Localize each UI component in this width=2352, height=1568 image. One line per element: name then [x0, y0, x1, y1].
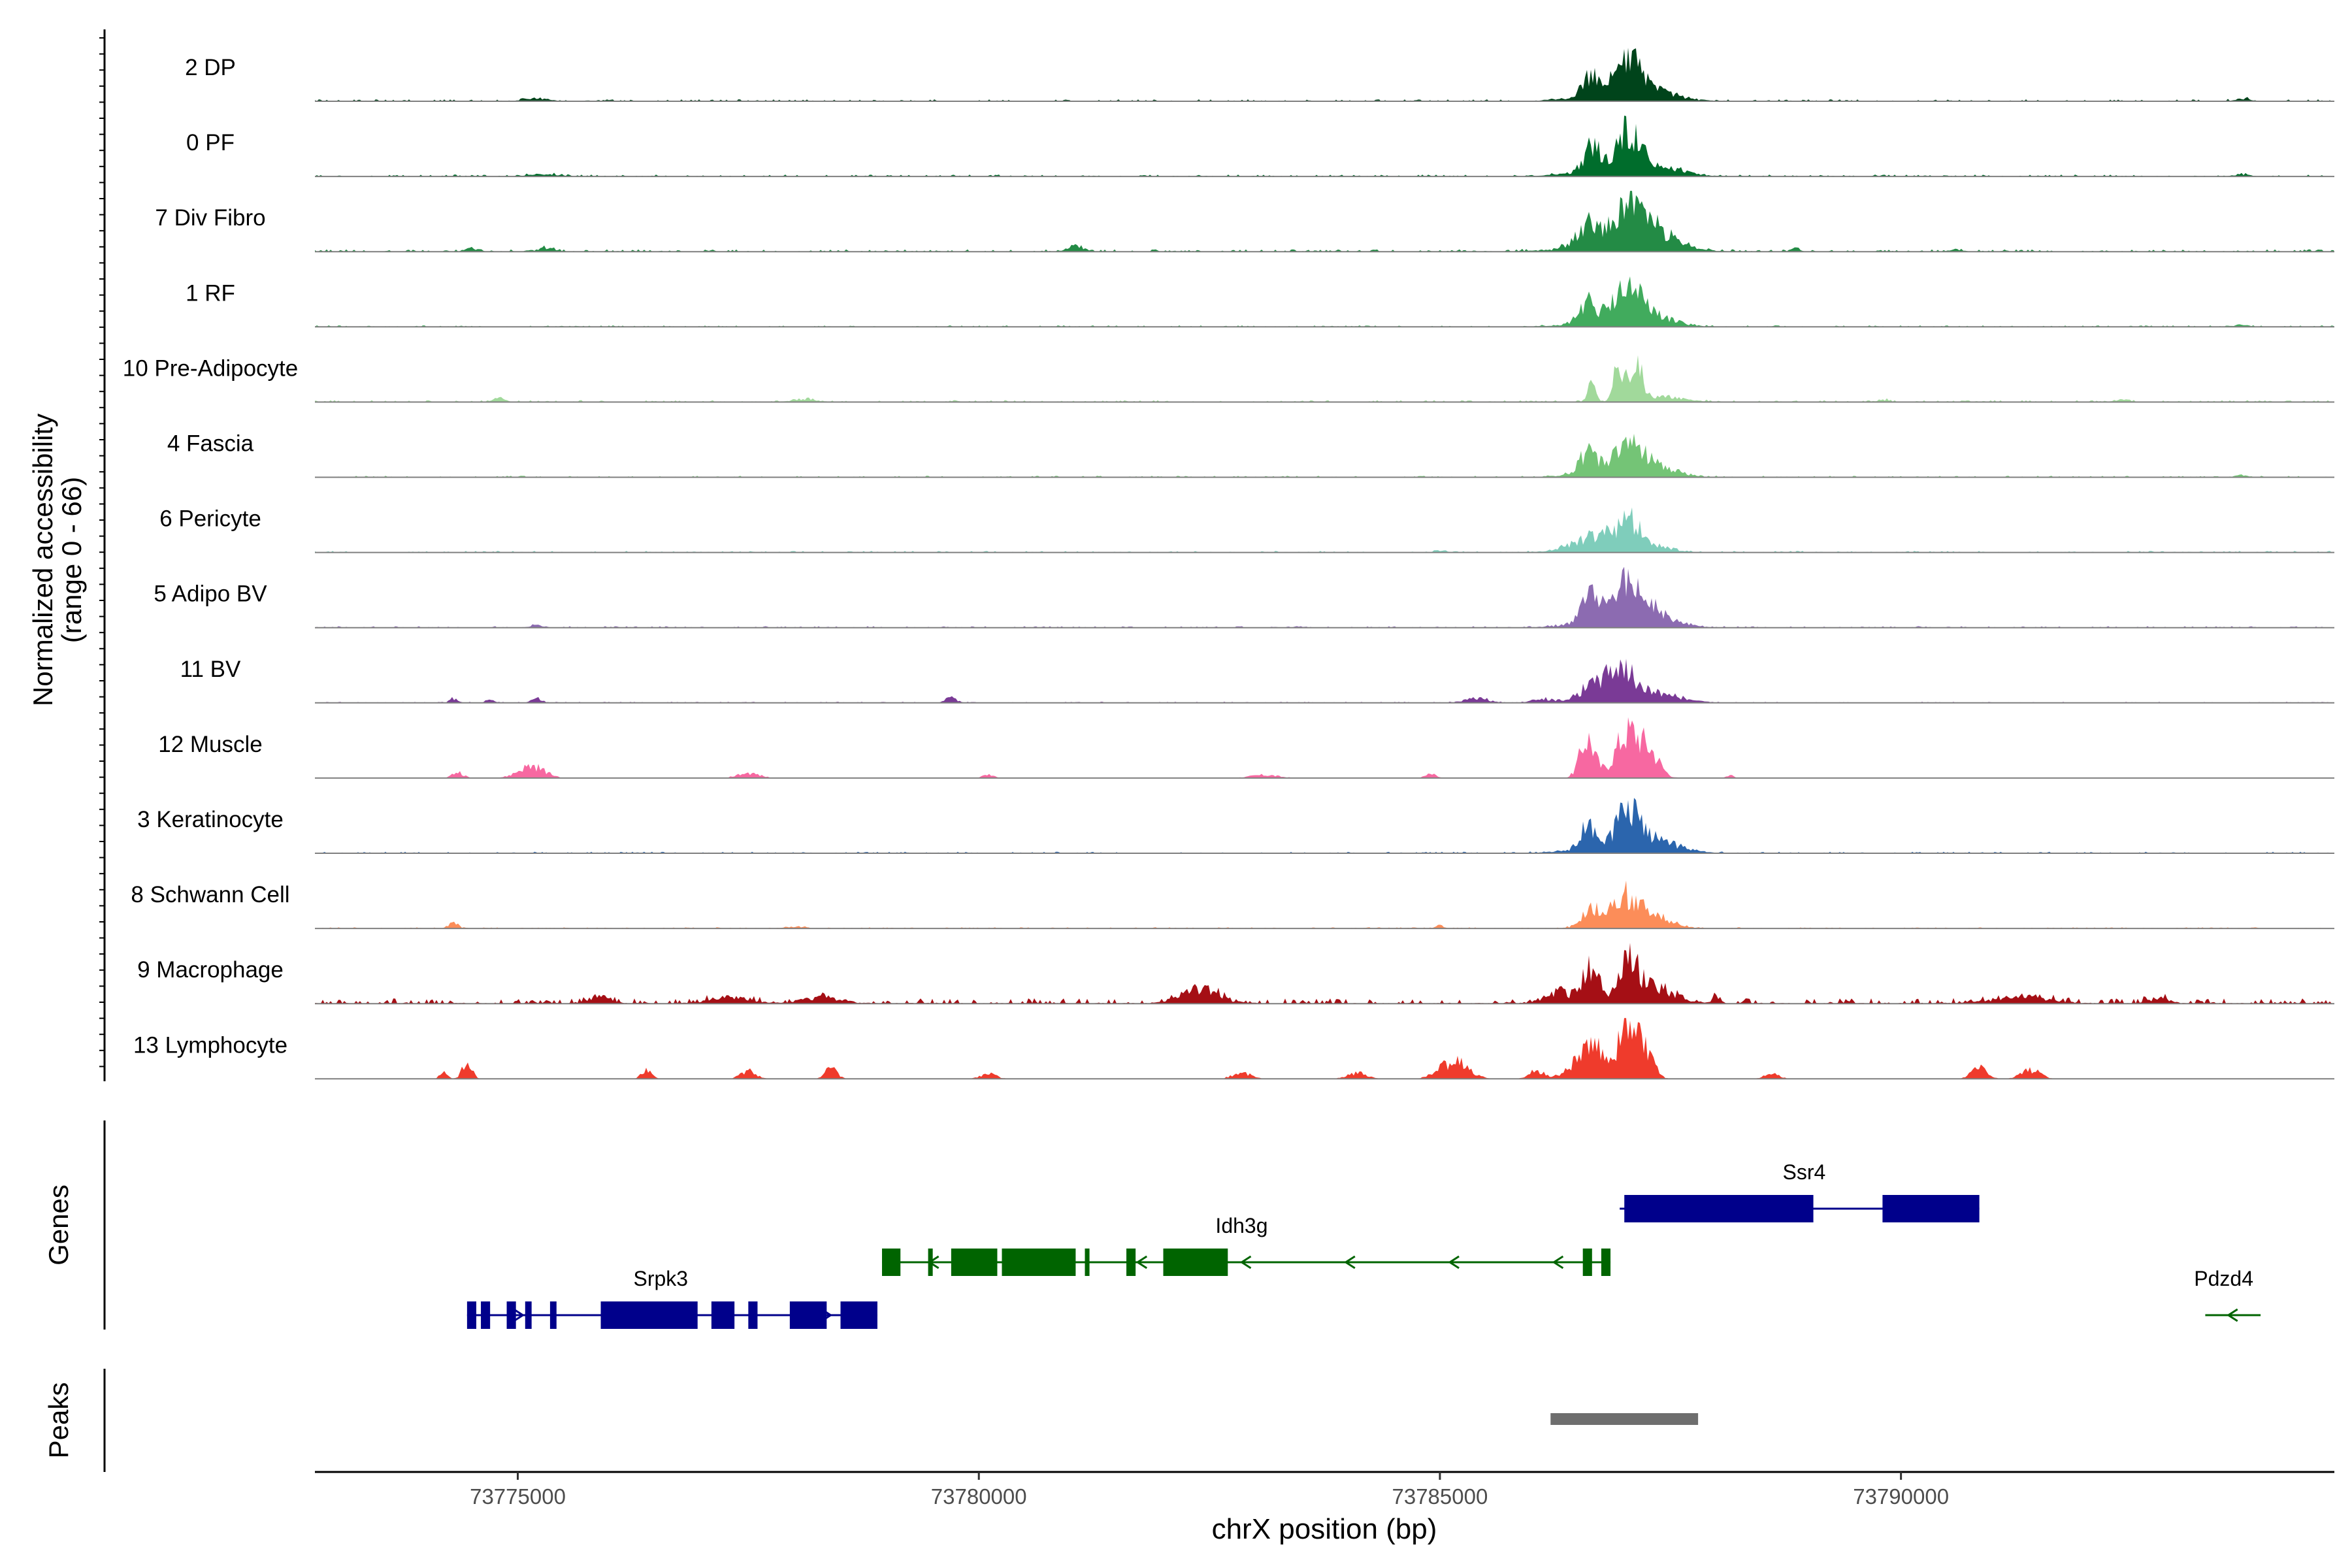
x-tick-label: 73790000	[1853, 1484, 1949, 1509]
gene-exon	[466, 1301, 476, 1329]
track-label: 10 Pre-Adipocyte	[123, 355, 298, 381]
track-label: 1 RF	[186, 280, 235, 306]
track-3-keratinocyte: 3 Keratinocyte	[137, 798, 2334, 854]
track-label: 12 Muscle	[158, 732, 263, 757]
peak-region	[1550, 1413, 1699, 1425]
gene-exon	[951, 1249, 998, 1276]
peak-track	[1550, 1413, 1699, 1425]
gene-label: Ssr4	[1783, 1160, 1826, 1184]
x-tick-label: 73780000	[931, 1484, 1027, 1509]
strand-arrow	[1135, 1255, 1148, 1269]
track-label: 0 PF	[186, 130, 235, 155]
gene-exon	[711, 1301, 735, 1329]
gene-ssr4: Ssr4	[1620, 1160, 1980, 1222]
gene-exon	[600, 1301, 698, 1329]
track-label: 7 Div Fibro	[155, 205, 265, 231]
track-label: 8 Schwann Cell	[131, 882, 289, 907]
strand-arrow	[1552, 1255, 1564, 1269]
track-7-div-fibro: 7 Div Fibro	[155, 191, 2334, 253]
track-10-pre-adipocyte: 10 Pre-Adipocyte	[123, 355, 2334, 403]
strand-arrow	[1448, 1255, 1460, 1269]
gene-label: Pdzd4	[2194, 1267, 2253, 1290]
track-2-dp: 2 DP	[185, 48, 2334, 102]
y-axis-title-line2: (range 0 - 66)	[56, 477, 87, 643]
gene-exon	[549, 1301, 557, 1329]
strand-arrow	[2226, 1308, 2238, 1322]
genes-panel-label: Genes	[43, 1184, 74, 1266]
x-tick-label: 73785000	[1392, 1484, 1488, 1509]
gene-exon	[748, 1301, 758, 1329]
track-5-adipo-bv: 5 Adipo BV	[154, 566, 2334, 629]
y-axis-title-line1: Normalized accessibility	[27, 414, 58, 706]
track-9-macrophage: 9 Macrophage	[137, 943, 2334, 1005]
gene-exon	[506, 1301, 516, 1329]
gene-exon	[1163, 1249, 1228, 1276]
strand-arrow	[1344, 1255, 1356, 1269]
gene-exon	[882, 1249, 901, 1276]
coverage-tracks: 2 DP 0 PF 7 Div Fibro 1 RF 10 Pre-Adipocyte 4…	[123, 48, 2334, 1080]
track-0-pf: 0 PF	[186, 116, 2334, 178]
track-label: 11 BV	[180, 657, 241, 682]
track-label: 13 Lymphocyte	[133, 1032, 287, 1058]
track-11-bv: 11 BV	[180, 657, 2334, 704]
gene-label: Srpk3	[633, 1267, 688, 1290]
gene-exon	[1882, 1195, 1980, 1222]
gene-exon	[481, 1301, 491, 1329]
track-label: 5 Adipo BV	[154, 581, 267, 607]
gene-exon	[525, 1301, 532, 1329]
track-label: 2 DP	[185, 55, 236, 80]
coverage-y-axis	[99, 29, 106, 1081]
gene-annotation-track: Srpk3 Idh3g Ssr4 Pdzd4	[466, 1160, 2261, 1329]
gene-exon	[789, 1301, 827, 1329]
strand-arrow	[513, 1308, 525, 1322]
track-label: 4 Fascia	[167, 431, 254, 457]
track-8-schwann-cell: 8 Schwann Cell	[131, 880, 2334, 930]
y-axis-title: Normalized accessibility (range 0 - 66)	[27, 414, 87, 706]
strand-arrow	[1239, 1255, 1252, 1269]
x-axis-title: chrX position (bp)	[1212, 1513, 1437, 1545]
peaks-panel-label: Peaks	[43, 1382, 74, 1459]
gene-exon	[1624, 1195, 1814, 1222]
gene-exon	[1085, 1249, 1090, 1276]
gene-exon	[1582, 1249, 1592, 1276]
track-4-fascia: 4 Fascia	[167, 431, 2334, 478]
gene-exon	[840, 1301, 877, 1329]
track-12-muscle: 12 Muscle	[158, 717, 2334, 779]
track-13-lymphocyte: 13 Lymphocyte	[133, 1018, 2334, 1080]
track-1-rf: 1 RF	[186, 276, 2334, 328]
track-label: 9 Macrophage	[137, 957, 284, 983]
gene-pdzd4: Pdzd4	[2194, 1267, 2261, 1322]
x-tick-label: 73775000	[470, 1484, 566, 1509]
gene-exon	[1002, 1249, 1076, 1276]
track-label: 3 Keratinocyte	[137, 807, 284, 832]
gene-srpk3: Srpk3	[466, 1267, 877, 1329]
gene-exon	[928, 1249, 933, 1276]
gene-label: Idh3g	[1215, 1214, 1267, 1237]
track-6-pericyte: 6 Pericyte	[159, 506, 2334, 553]
gene-exon	[1126, 1249, 1136, 1276]
x-axis-ticks: 73775000 73780000 73785000 73790000	[470, 1472, 1949, 1509]
gene-idh3g: Idh3g	[882, 1214, 1611, 1276]
track-label: 6 Pericyte	[159, 506, 261, 532]
gene-exon	[1601, 1249, 1611, 1276]
